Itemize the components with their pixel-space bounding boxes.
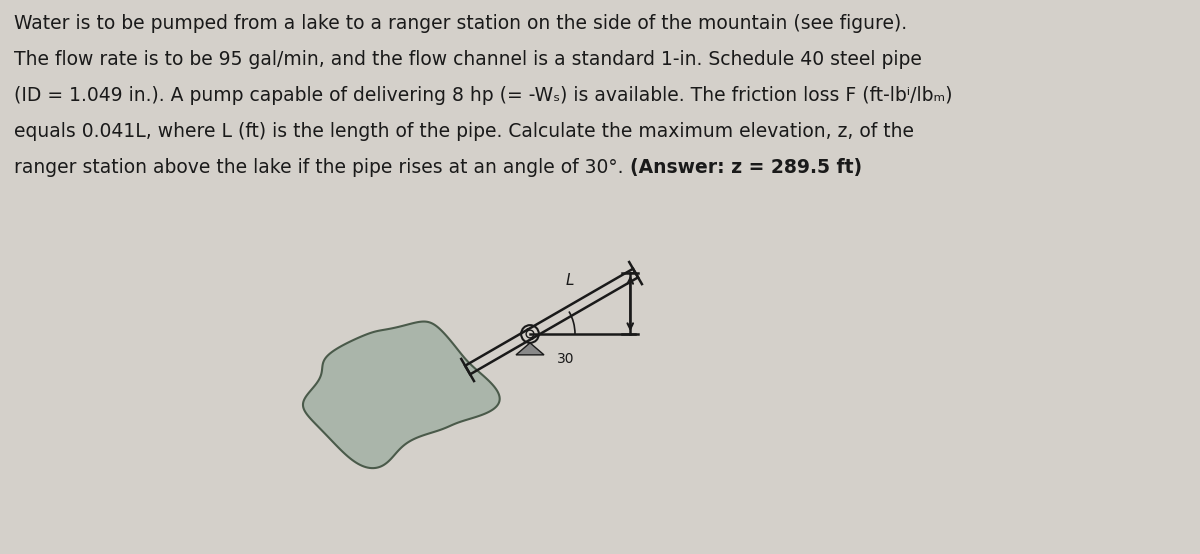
Polygon shape	[516, 343, 544, 355]
Text: (ID = 1.049 in.). A pump capable of delivering 8 hp (= -Wₛ) is available. The fr: (ID = 1.049 in.). A pump capable of deli…	[14, 86, 953, 105]
Text: equals 0.041L, where L (ft) is the length of the pipe. Calculate the maximum ele: equals 0.041L, where L (ft) is the lengt…	[14, 122, 914, 141]
Text: ranger station above the lake if the pipe rises at an angle of 30°.: ranger station above the lake if the pip…	[14, 158, 630, 177]
Text: Water is to be pumped from a lake to a ranger station on the side of the mountai: Water is to be pumped from a lake to a r…	[14, 14, 907, 33]
Text: ranger station above the lake if the pipe rises at an angle of 30°.: ranger station above the lake if the pip…	[14, 158, 630, 177]
Text: (Answer: z = 289.5 ft): (Answer: z = 289.5 ft)	[630, 158, 862, 177]
Polygon shape	[302, 321, 499, 468]
Text: 30: 30	[557, 352, 575, 366]
Text: The flow rate is to be 95 gal/min, and the flow channel is a standard 1-in. Sche: The flow rate is to be 95 gal/min, and t…	[14, 50, 922, 69]
Text: L: L	[565, 273, 574, 288]
